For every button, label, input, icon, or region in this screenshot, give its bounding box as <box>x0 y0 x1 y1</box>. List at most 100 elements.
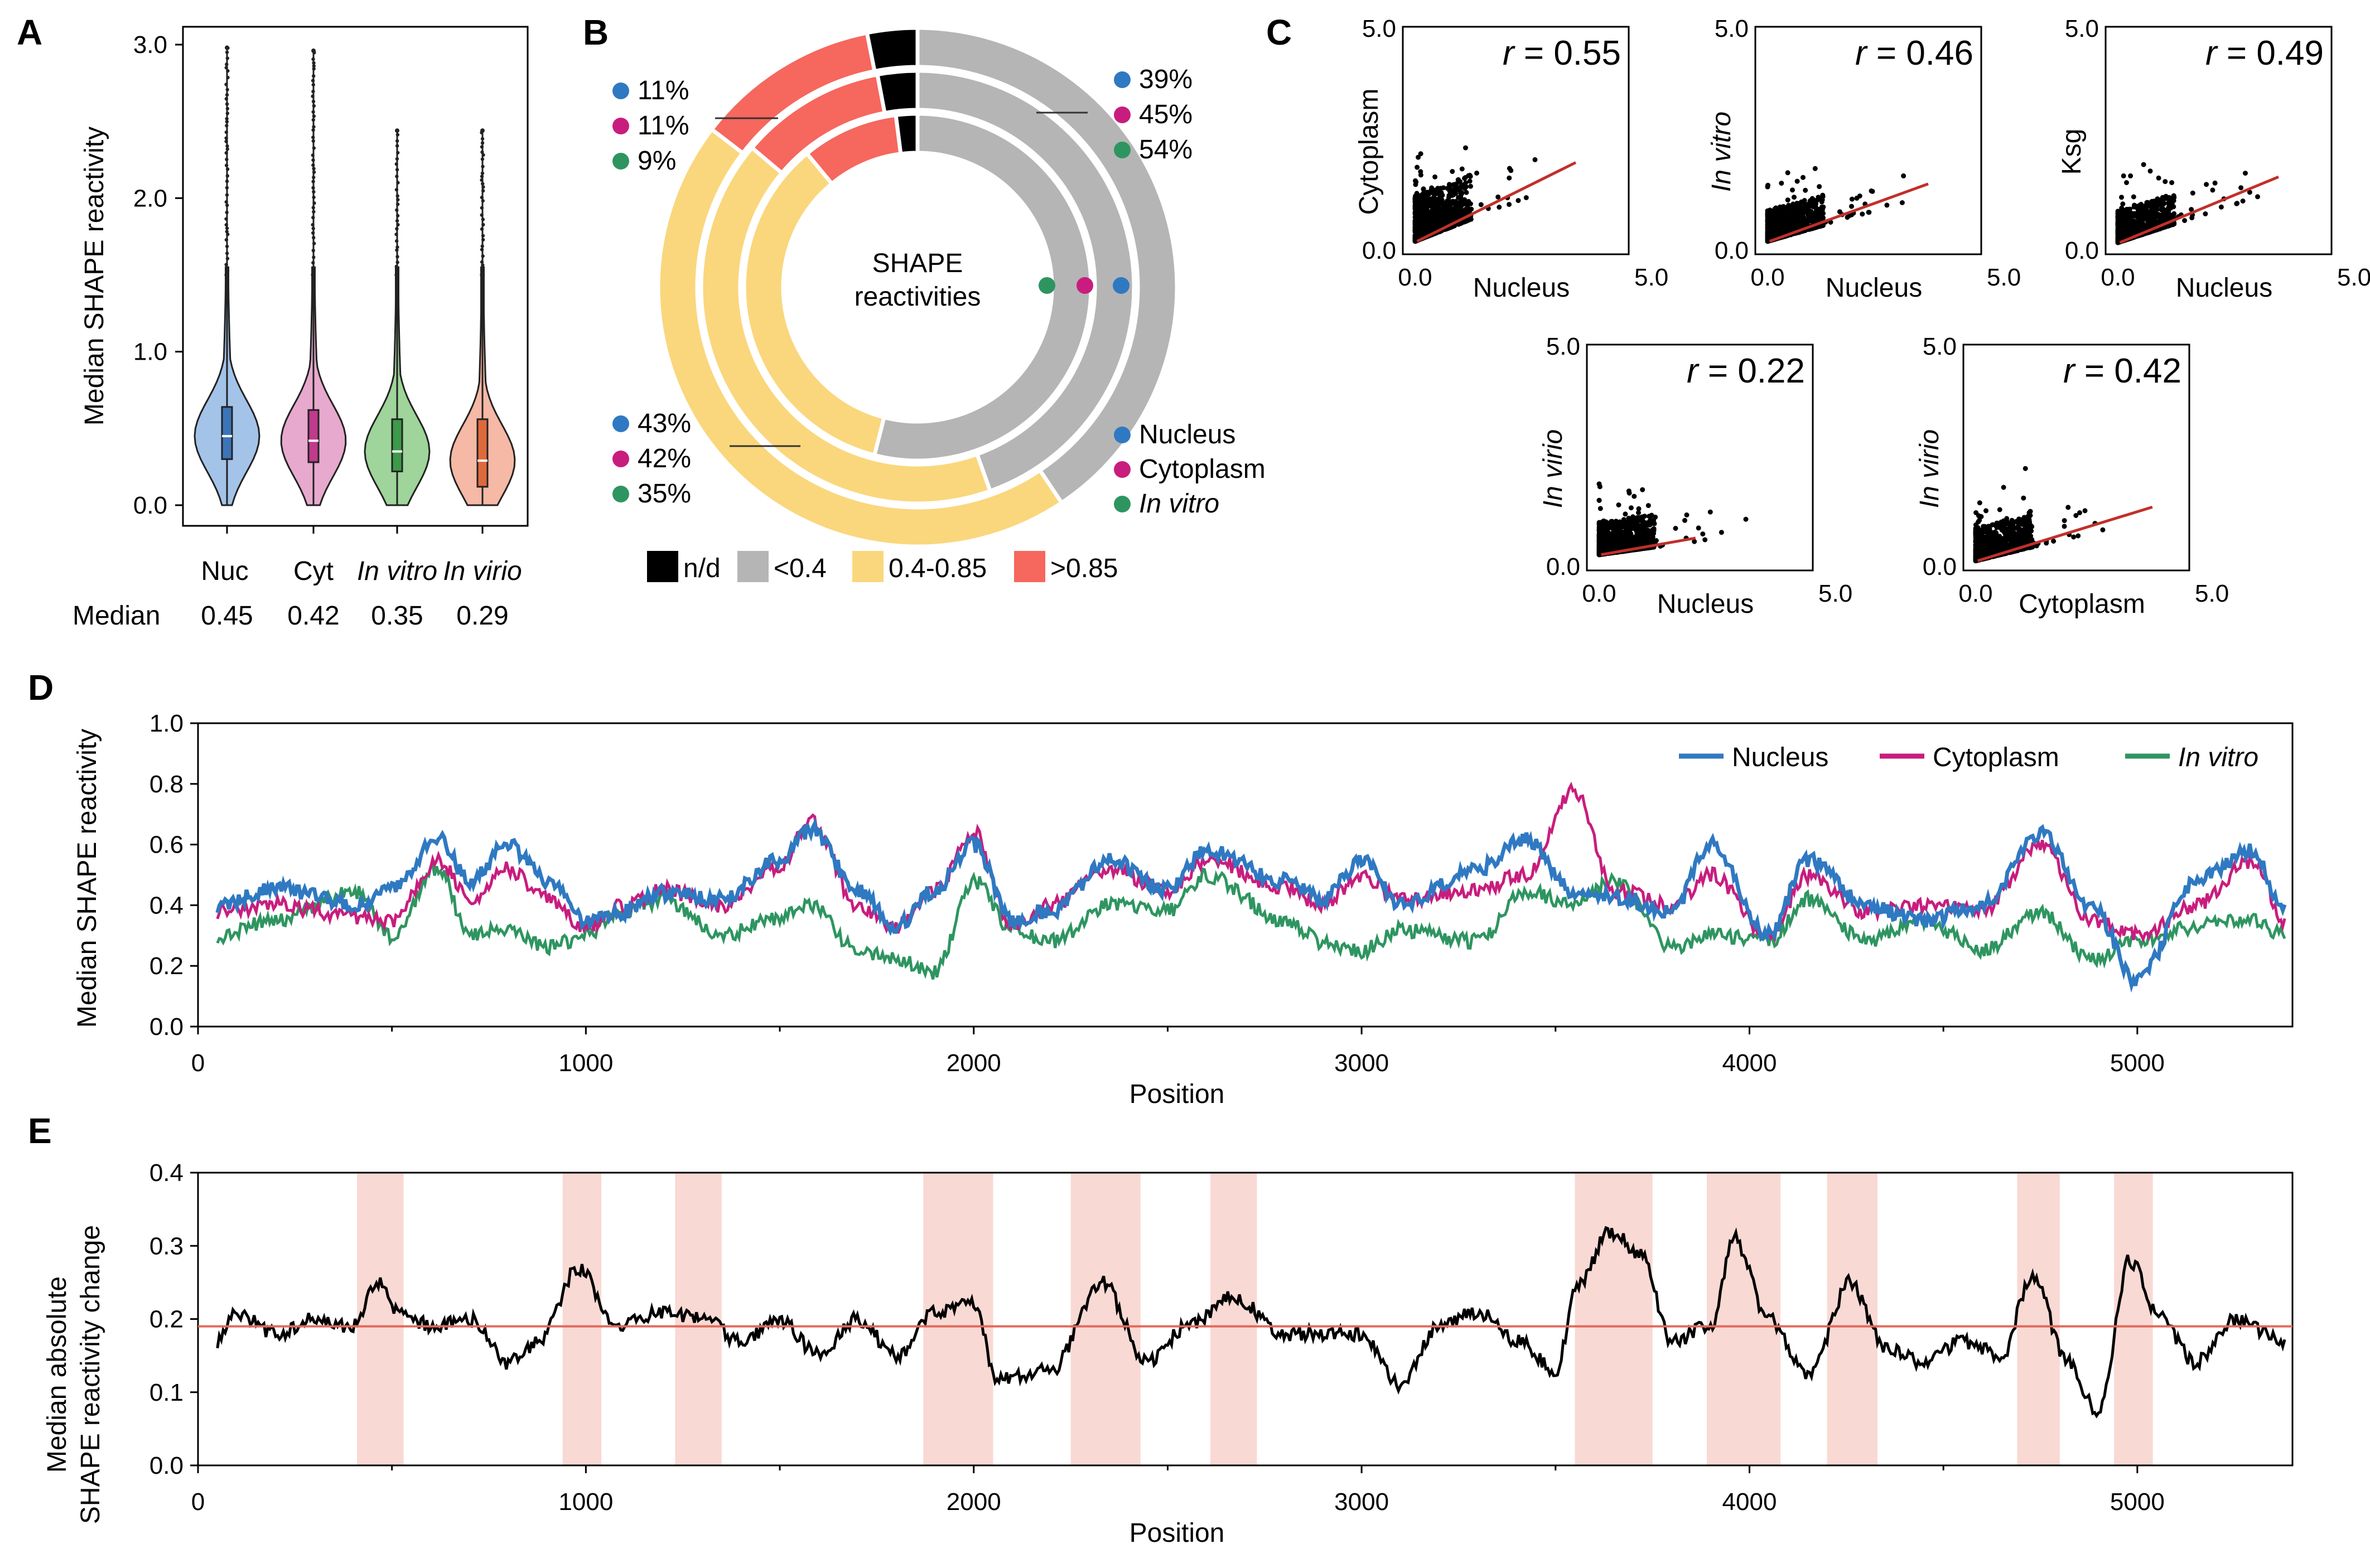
correlation-symbol: r <box>2205 34 2227 72</box>
violin-outlier-nuc <box>225 174 229 178</box>
scatter-point <box>1421 187 1426 192</box>
violin-outlier-cyt <box>312 241 316 245</box>
violin-outlier-cyt <box>311 135 315 139</box>
violin-outlier-cyt <box>311 128 315 132</box>
violin-outlier-nuc <box>225 112 230 115</box>
correlation-symbol: r <box>1687 352 1708 390</box>
scatter-point <box>1849 196 1855 202</box>
scatter-point <box>1782 206 1787 211</box>
scatter-point <box>2166 211 2171 217</box>
scatter-point <box>1808 202 1813 207</box>
scatter-point <box>1806 207 1812 213</box>
scatter-ytick-label: 0.0 <box>1715 237 1749 264</box>
scatter-point <box>2161 201 2167 206</box>
ring-marker-in-vitro <box>1039 277 1055 294</box>
scatter-point <box>1602 539 1608 545</box>
violin-outlier-cyt <box>311 74 316 78</box>
scatter-point <box>1779 222 1785 228</box>
annotation-mid-value: 35% <box>638 479 691 509</box>
scatter-point <box>2128 219 2134 225</box>
annotation-mid-value: 42% <box>638 444 691 473</box>
scatter-point <box>1798 200 1803 206</box>
violin-outlier-cyt <box>311 269 315 273</box>
violin-outlier-in-vitro <box>395 260 399 264</box>
violin-outlier-nuc <box>224 238 229 242</box>
violin-outlier-nuc <box>225 102 229 106</box>
panel-a-ytick-label: 0.0 <box>133 492 167 519</box>
scatter-point <box>1418 151 1423 157</box>
panel-a-ylabel: Median SHAPE reactivity <box>80 127 109 425</box>
annotation-gt085-dot <box>612 83 629 99</box>
donut-segment-in-vitro-0-4 <box>872 112 1093 463</box>
scatter-point <box>1792 195 1797 200</box>
violin-outlier-in-virio <box>481 153 485 157</box>
scatter-point <box>1639 539 1644 545</box>
violin-outlier-nuc <box>225 257 230 260</box>
scatter-point <box>1447 200 1452 205</box>
scatter-point <box>1452 185 1458 190</box>
scatter-point <box>1428 217 1433 222</box>
annotation-lt04-value: 54% <box>1139 135 1193 164</box>
violin-outlier-in-virio <box>481 263 485 267</box>
scatter-point <box>1462 176 1468 181</box>
violin-outlier-in-vitro <box>394 233 398 236</box>
violin-outlier-cyt <box>312 146 316 150</box>
violin-outlier-nuc <box>225 117 229 121</box>
violin-outlier-in-vitro <box>396 197 400 202</box>
scatter-ytick-label: 5.0 <box>1362 15 1396 42</box>
scatter-xlabel: Nucleus <box>2176 273 2272 303</box>
violin-max-cyt <box>311 49 316 54</box>
scatter-point <box>1866 210 1871 215</box>
scatter-point <box>1785 170 1790 176</box>
violin-outlier-cyt <box>311 79 315 83</box>
scatter-point <box>2158 219 2164 224</box>
scatter-point <box>1474 170 1479 176</box>
scatter-point <box>2163 179 2168 185</box>
scatter-point <box>1605 530 1611 535</box>
correlation-label: r = 0.49 <box>2205 34 2324 72</box>
scatter-point <box>1515 198 1521 204</box>
scatter-xtick-label: 5.0 <box>1634 264 1668 291</box>
scatter-frame <box>1754 26 1982 255</box>
scatter-point <box>1793 222 1798 228</box>
violin-max-nuc <box>225 45 229 50</box>
scatter-point <box>1416 210 1422 215</box>
scatter-point <box>2141 214 2146 219</box>
violin-outlier-cyt <box>312 170 316 174</box>
scatter-point <box>1462 197 1468 202</box>
scatter-point <box>2135 214 2140 220</box>
violin-outlier-nuc <box>225 179 229 183</box>
scatter-point <box>1468 183 1473 189</box>
violin-outlier-cyt <box>311 89 315 94</box>
scatter-point <box>1812 166 1818 171</box>
scatter-point <box>1790 187 1795 193</box>
annotation-mid-dot <box>612 415 629 432</box>
scatter-xtick-label: 5.0 <box>1818 580 1852 607</box>
scatter-point <box>1814 208 1819 214</box>
regression-line <box>1769 182 1929 243</box>
median-value-cyt: 0.42 <box>287 601 339 631</box>
violin-outlier-nuc <box>225 107 230 111</box>
category-label-cyt: Cyt <box>293 556 334 586</box>
violin-outlier-cyt <box>311 118 315 122</box>
scatter-point <box>1464 190 1469 195</box>
violin-outlier-in-vitro <box>395 151 400 155</box>
scatter-xtick-label: 5.0 <box>2337 264 2370 291</box>
ring-legend-label-nucleus: Nucleus <box>1139 420 1235 449</box>
donut-segment-nucleus-0-85 <box>709 30 877 156</box>
scatter-point <box>1459 166 1465 172</box>
category-legend-label-n-d: n/d <box>683 554 721 583</box>
violin-outlier-cyt <box>312 201 316 205</box>
donut-segment-cytoplasm-0-4-0-85 <box>699 145 993 506</box>
violin-outlier-in-virio <box>481 188 485 193</box>
regression-line <box>1416 161 1577 243</box>
scatter-ylabel: In virio <box>1538 429 1568 508</box>
violin-outlier-cyt <box>311 94 315 98</box>
scatter-point <box>2169 202 2174 208</box>
scatter-point <box>2218 204 2224 210</box>
scatter-point <box>1432 174 1438 180</box>
panel-label-e: E <box>28 1111 52 1151</box>
scatter-point <box>1416 154 1421 160</box>
scatter-point <box>2212 180 2218 186</box>
